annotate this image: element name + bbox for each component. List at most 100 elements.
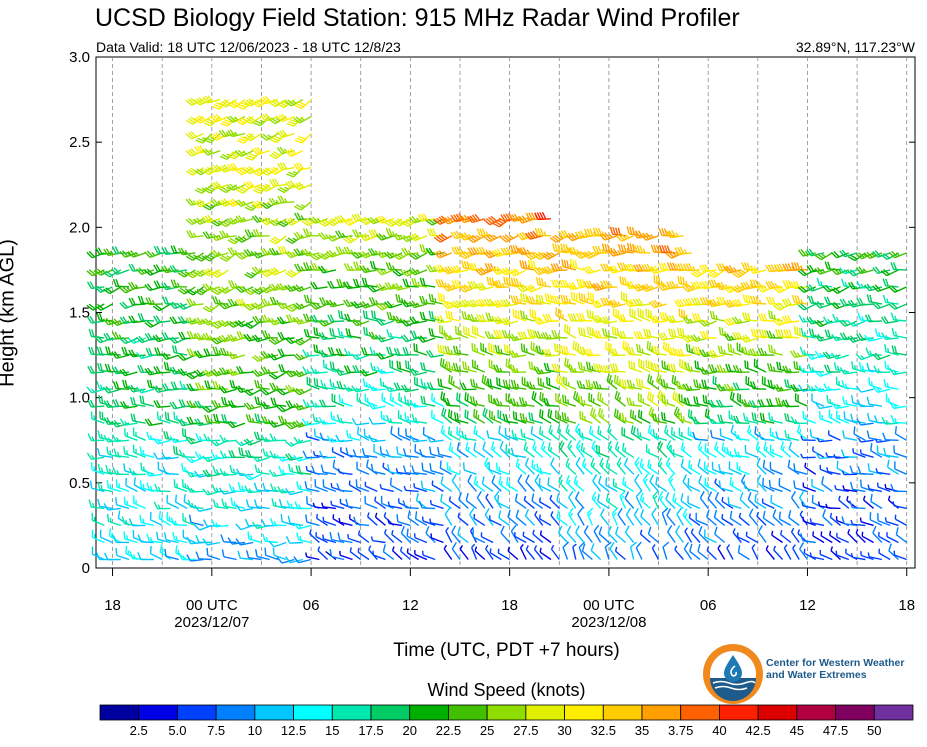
- wind-barb: [797, 248, 816, 257]
- wind-barb: [534, 510, 544, 526]
- wind-barb: [892, 501, 907, 510]
- cw3e-logo-text: Center for Western Weather and Water Ext…: [766, 657, 904, 681]
- wind-barb: [149, 545, 163, 561]
- wind-barb: [357, 530, 370, 544]
- wind-barb: [227, 247, 245, 256]
- wind-barb: [883, 379, 899, 390]
- wind-barb: [655, 476, 668, 492]
- x-tick-date-label: 2023/12/08: [571, 614, 646, 631]
- wind-barb: [606, 373, 618, 390]
- wind-barb: [395, 468, 411, 475]
- y-tick-label: 1.0: [69, 390, 90, 407]
- wind-barb: [882, 432, 899, 441]
- wind-barb: [317, 319, 337, 327]
- wind-barb: [643, 328, 659, 339]
- wind-barb: [352, 229, 370, 238]
- wind-barb: [178, 449, 196, 458]
- wind-barb: [668, 328, 684, 339]
- wind-barb: [497, 495, 510, 510]
- wind-barb: [368, 434, 386, 443]
- wind-barb: [94, 303, 113, 311]
- wind-barb: [218, 164, 237, 173]
- wind-barb: [707, 298, 725, 308]
- wind-barb: [384, 281, 403, 290]
- wind-barb: [533, 545, 544, 560]
- wind-barb: [177, 247, 196, 256]
- wind-barb: [493, 397, 510, 407]
- wind-barb: [636, 428, 651, 441]
- wind-barb: [137, 552, 154, 561]
- wind-barb: [624, 491, 635, 509]
- wind-barb: [502, 413, 519, 424]
- wind-barb: [227, 162, 246, 172]
- wind-barb: [806, 284, 825, 292]
- wind-barb: [843, 411, 858, 424]
- wind-barb: [480, 342, 494, 356]
- wind-barb: [471, 359, 486, 373]
- wind-barb: [128, 281, 146, 290]
- wind-barb: [824, 261, 841, 271]
- wind-barb: [657, 440, 668, 458]
- wind-barb: [539, 530, 552, 544]
- wind-barb: [712, 375, 726, 390]
- wind-barb: [733, 448, 750, 458]
- wind-barb: [268, 218, 287, 227]
- wind-barb: [434, 315, 452, 324]
- wind-barb: [532, 441, 544, 458]
- wind-barb: [762, 477, 775, 493]
- wind-barb: [831, 401, 849, 410]
- wind-barb: [737, 544, 750, 561]
- wind-barb: [782, 399, 800, 408]
- wind-barb: [144, 469, 163, 477]
- wind-barb: [561, 259, 576, 271]
- wind-barb: [111, 351, 130, 359]
- wind-barb: [133, 495, 146, 510]
- wind-barb: [772, 509, 784, 526]
- wind-barb: [512, 309, 527, 322]
- wind-barb: [624, 457, 635, 475]
- wind-barb: [421, 516, 436, 527]
- wind-barb: [619, 490, 627, 509]
- wind-barb: [739, 334, 759, 343]
- wind-barb: [296, 481, 312, 493]
- wind-barb: [882, 278, 899, 288]
- wind-barb: [398, 392, 411, 407]
- wind-barb: [671, 426, 684, 441]
- wind-barb: [149, 512, 163, 527]
- wind-barb: [681, 283, 701, 293]
- wind-barb: [440, 493, 453, 509]
- wind-barb: [173, 479, 188, 493]
- wind-barb: [473, 442, 486, 458]
- wind-barb: [592, 380, 609, 390]
- wind-barb: [600, 508, 610, 526]
- wind-barb: [428, 327, 444, 339]
- wind-barb: [352, 278, 370, 288]
- wind-barb: [569, 258, 585, 271]
- wind-barb: [90, 411, 105, 424]
- wind-barb: [171, 345, 188, 356]
- wind-barb: [798, 365, 816, 374]
- wind-barb: [812, 446, 825, 458]
- wind-barb: [566, 281, 585, 291]
- wind-barb: [609, 363, 626, 373]
- wind-barb: [668, 473, 676, 492]
- wind-barb: [534, 473, 544, 492]
- wind-barb: [389, 359, 403, 373]
- wind-barb: [856, 297, 874, 306]
- wind-barb: [653, 274, 668, 288]
- wind-barb: [778, 511, 792, 527]
- wind-barb: [749, 381, 767, 390]
- wind-barb: [800, 327, 816, 339]
- wind-barb: [336, 483, 353, 493]
- wind-barb: [791, 294, 808, 305]
- wind-barb: [153, 452, 171, 460]
- wind-barb: [351, 417, 370, 426]
- wind-barb: [691, 313, 709, 322]
- wind-barb: [269, 296, 287, 305]
- wind-barb: [186, 554, 204, 562]
- wind-barb: [154, 347, 171, 356]
- wind-barb: [464, 409, 477, 424]
- wind-barb: [339, 550, 353, 561]
- wind-barb: [490, 441, 502, 458]
- wind-barb: [855, 266, 874, 275]
